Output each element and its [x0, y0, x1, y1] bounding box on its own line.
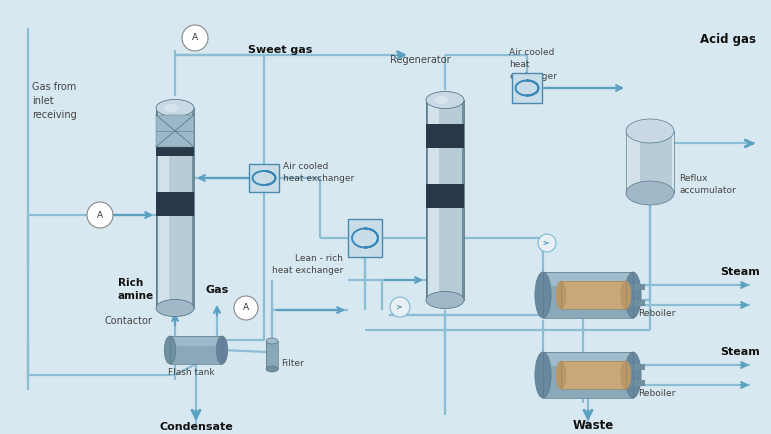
Circle shape [182, 25, 208, 51]
Text: Steam: Steam [720, 267, 759, 277]
Ellipse shape [621, 361, 631, 389]
Circle shape [390, 297, 410, 317]
Bar [631, 364, 645, 370]
Bar [158, 108, 169, 308]
Bar [158, 108, 192, 308]
Text: Regenerator: Regenerator [390, 55, 450, 65]
Bar [631, 300, 645, 306]
Bar [428, 100, 439, 300]
Text: A: A [243, 303, 249, 312]
Ellipse shape [535, 352, 551, 398]
Bar [348, 219, 382, 257]
Bar [628, 131, 640, 193]
Circle shape [538, 234, 556, 252]
Bar [426, 124, 464, 148]
Ellipse shape [625, 272, 641, 318]
Bar [631, 284, 645, 290]
Bar [561, 281, 626, 309]
Text: Condensate: Condensate [159, 422, 233, 432]
Text: A: A [192, 33, 198, 43]
Ellipse shape [266, 366, 278, 372]
Text: Air cooled
heat exchanger: Air cooled heat exchanger [283, 162, 354, 183]
Bar [428, 100, 462, 300]
Circle shape [87, 202, 113, 228]
Ellipse shape [626, 119, 674, 143]
Ellipse shape [164, 336, 176, 364]
Ellipse shape [164, 104, 178, 112]
Text: Sweet gas: Sweet gas [248, 45, 312, 55]
Bar [628, 131, 672, 193]
Text: Lean - rich
heat exchanger: Lean - rich heat exchanger [271, 254, 343, 275]
Bar [543, 352, 633, 398]
Bar [426, 184, 464, 208]
Text: Rich
amine: Rich amine [118, 278, 154, 301]
Ellipse shape [426, 292, 464, 309]
Bar [543, 352, 633, 398]
Bar [156, 108, 194, 308]
Bar [426, 100, 464, 300]
Bar [156, 192, 194, 216]
Bar [249, 164, 279, 192]
Ellipse shape [435, 96, 448, 104]
Ellipse shape [426, 92, 464, 108]
Bar [543, 272, 633, 286]
Text: Air cooled
heat
exchanger: Air cooled heat exchanger [509, 48, 557, 81]
Circle shape [234, 296, 258, 320]
Bar [170, 336, 222, 364]
Ellipse shape [266, 338, 278, 344]
Text: A: A [97, 210, 103, 220]
Ellipse shape [535, 272, 551, 318]
Text: Steam: Steam [720, 347, 759, 357]
Text: Gas: Gas [205, 285, 229, 295]
Ellipse shape [156, 99, 194, 117]
Bar [266, 341, 278, 369]
Bar [266, 341, 278, 369]
Text: Contactor: Contactor [104, 316, 152, 326]
Text: Gas from
inlet
receiving: Gas from inlet receiving [32, 82, 77, 120]
Bar [543, 272, 633, 318]
Bar [561, 361, 626, 389]
Ellipse shape [625, 352, 641, 398]
Bar [170, 336, 222, 346]
Bar [156, 115, 194, 147]
Text: Flash tank: Flash tank [168, 368, 214, 377]
Ellipse shape [217, 336, 227, 364]
Bar [631, 380, 645, 386]
Bar [626, 131, 674, 193]
Text: Filter: Filter [281, 358, 304, 368]
Text: Reboiler: Reboiler [638, 309, 675, 318]
Bar [543, 272, 633, 318]
Bar [170, 336, 222, 364]
Text: Waste: Waste [572, 419, 614, 432]
Bar [426, 100, 464, 300]
Text: Reboiler: Reboiler [638, 389, 675, 398]
Bar [156, 132, 194, 156]
Text: Reflux
accumulator: Reflux accumulator [679, 174, 736, 195]
Ellipse shape [556, 361, 567, 389]
Bar [512, 73, 542, 103]
Ellipse shape [626, 181, 674, 205]
Bar [561, 281, 626, 309]
Ellipse shape [156, 299, 194, 316]
Ellipse shape [621, 281, 631, 309]
Bar [156, 108, 194, 308]
Text: Acid gas: Acid gas [700, 33, 756, 46]
Ellipse shape [556, 281, 567, 309]
Bar [561, 361, 626, 389]
Bar [543, 352, 633, 366]
